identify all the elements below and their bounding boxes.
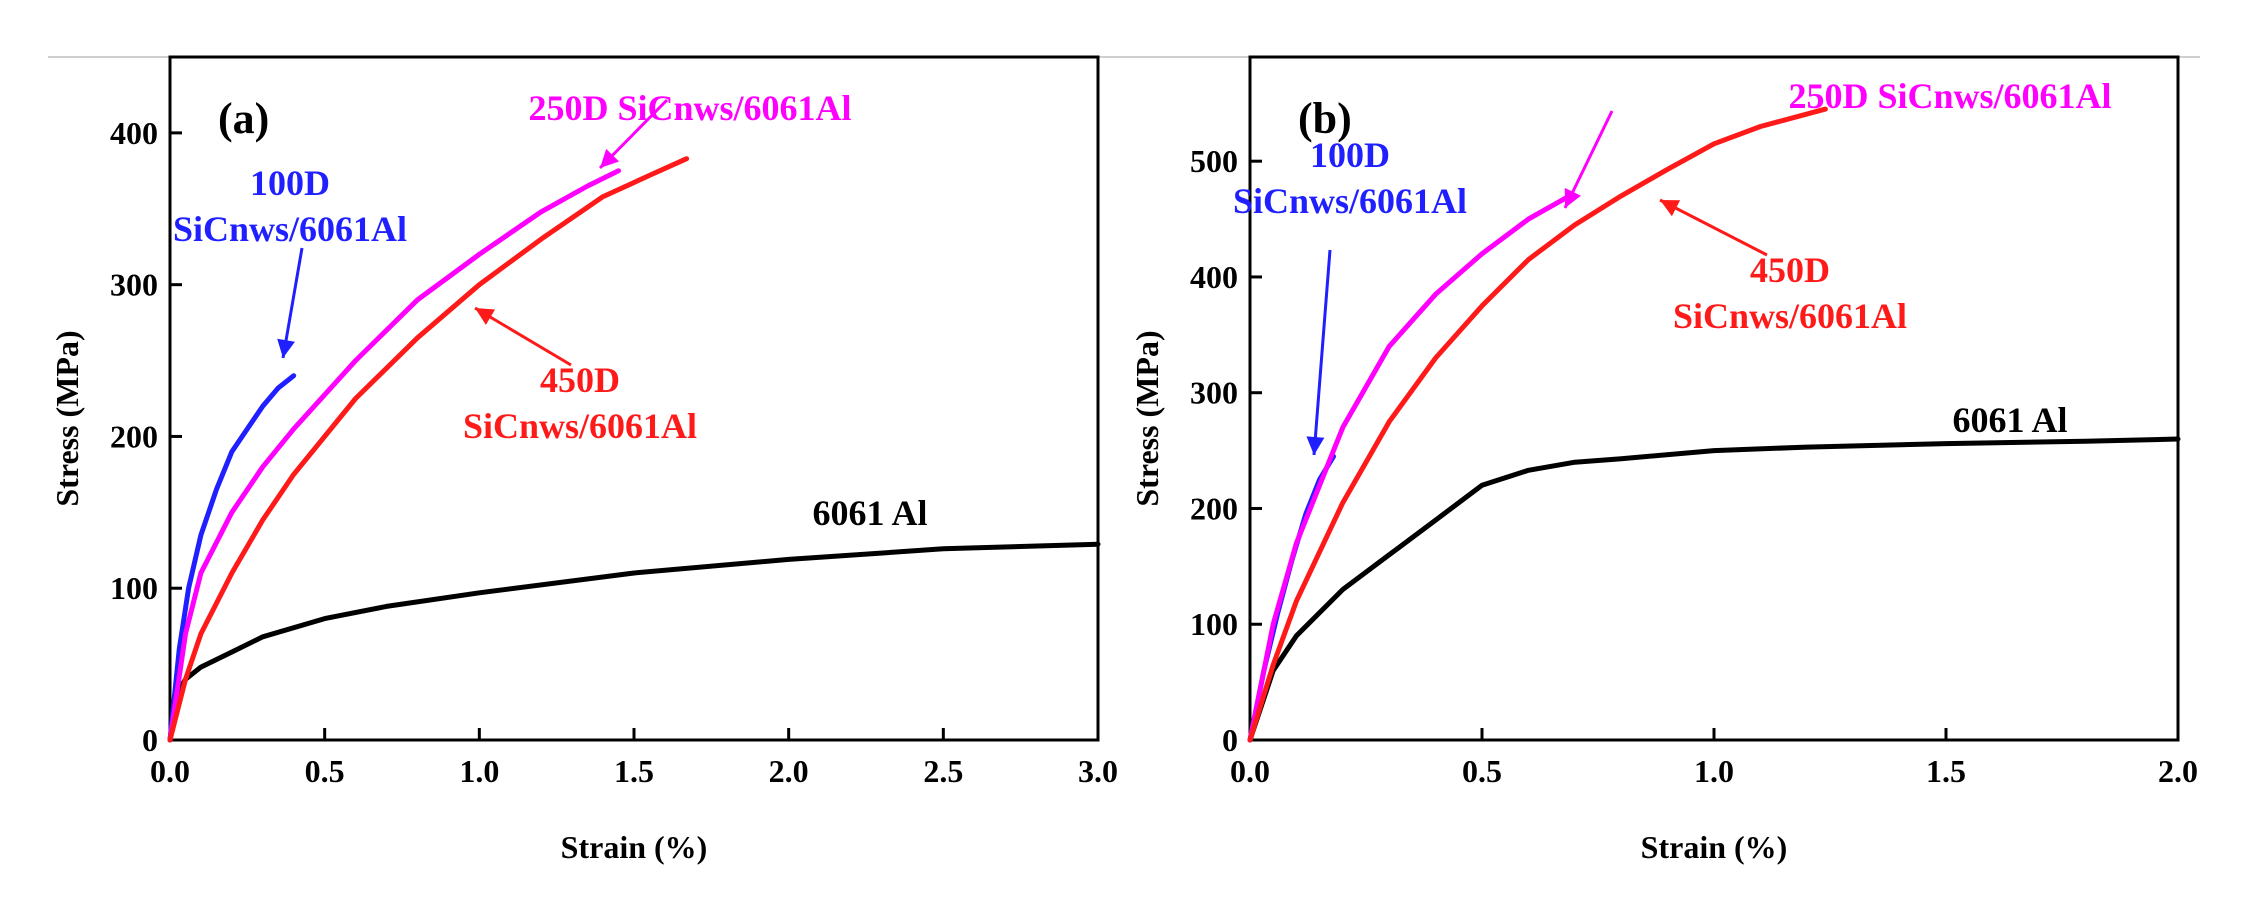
annotation-arrowhead [1660, 200, 1681, 217]
annotation-arrow [1312, 249, 1332, 456]
annotation-arrowhead [277, 338, 295, 358]
annotation-label: 450D SiCnws/6061Al [1673, 250, 1907, 336]
annotation-label: 100D SiCnws/6061Al [173, 163, 407, 249]
x-tick-label: 1.0 [459, 753, 499, 789]
y-tick-label: 400 [110, 115, 158, 151]
x-tick-label: 2.0 [769, 753, 809, 789]
y-tick-label: 300 [1190, 375, 1238, 411]
y-tick-label: 200 [1190, 490, 1238, 526]
annotation-arrowhead [475, 308, 496, 325]
y-tick-label: 0 [1222, 722, 1238, 758]
y-tick-label: 100 [110, 570, 158, 606]
y-axis-title: Stress (MPa) [49, 330, 85, 506]
annotation-arrow [474, 306, 572, 367]
series-line-450d-sicnws-6061al [167, 156, 690, 743]
annotation-label: 100D SiCnws/6061Al [1233, 135, 1467, 221]
y-tick-label: 500 [1190, 143, 1238, 179]
panel-letter: (b) [1298, 94, 1352, 143]
x-tick-label: 1.5 [1926, 753, 1966, 789]
annotation-arrowhead [600, 148, 620, 168]
x-tick-label: 0.0 [1230, 753, 1270, 789]
panel-a: 0.0 0.5 1.0 1.5 2.0 2.5 3.0 0 100 200 300 400 Strain… [49, 55, 1118, 865]
series-line-100d-sicnws-6061al [167, 373, 297, 743]
y-tick-label: 400 [1190, 259, 1238, 295]
y-tick-label: 100 [1190, 606, 1238, 642]
y-tick-label: 200 [110, 418, 158, 454]
annotation-arrowhead [1306, 436, 1325, 455]
x-tick-label: 0.5 [1462, 753, 1502, 789]
y-tick-label: 0 [142, 722, 158, 758]
x-tick-label: 2.0 [2158, 753, 2198, 789]
annotation-label: 450D SiCnws/6061Al [463, 360, 697, 446]
x-tick-label: 0.0 [150, 753, 190, 789]
plot-frame [168, 55, 1100, 742]
annotation-arrow [281, 247, 304, 359]
y-tick-label: 300 [110, 267, 158, 303]
series-line-6061-al [1247, 436, 2181, 743]
series-line-250d-sicnws-6061al [167, 168, 621, 743]
x-tick-label: 3.0 [1078, 753, 1118, 789]
annotation-arrow [1659, 198, 1768, 257]
series-line-250d-sicnws-6061al [1247, 195, 1568, 743]
x-tick-label: 2.5 [923, 753, 963, 789]
annotation-label: 6061 Al [1952, 400, 2067, 440]
annotation-label: 250D SiCnws/6061Al [1788, 76, 2111, 116]
y-axis-title: Stress (MPa) [1129, 330, 1165, 506]
x-axis-title: Strain (%) [561, 829, 708, 865]
x-tick-label: 1.5 [614, 753, 654, 789]
annotation-label: 6061 Al [812, 493, 927, 533]
series-line-450d-sicnws-6061al [1247, 106, 1828, 743]
x-tick-label: 0.5 [305, 753, 345, 789]
panel-b: 0.0 0.5 1.0 1.5 2.0 0 100 200 300 400 500 Strain (%… [1129, 55, 2198, 865]
x-tick-label: 1.0 [1694, 753, 1734, 789]
annotation-arrowhead [1564, 187, 1581, 208]
series-line-6061-al [167, 541, 1101, 743]
x-axis-title: Strain (%) [1641, 829, 1788, 865]
annotation-label: 250D SiCnws/6061Al [528, 88, 851, 128]
panel-letter: (a) [218, 94, 269, 143]
